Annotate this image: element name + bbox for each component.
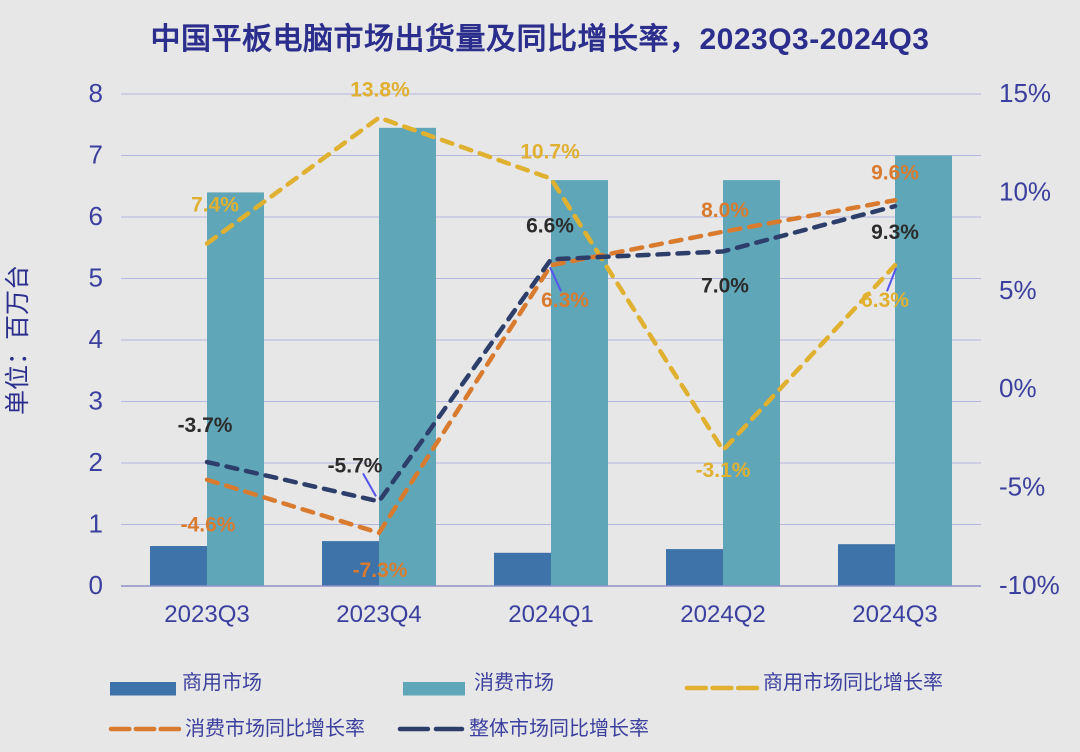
svg-text:2023Q4: 2023Q4 [336,601,421,628]
svg-text:6.6%: 6.6% [526,214,574,237]
svg-text:6: 6 [89,201,103,231]
svg-text:整体市场同比增长率: 整体市场同比增长率 [469,717,649,740]
svg-text:1: 1 [89,509,103,539]
svg-text:2024Q2: 2024Q2 [680,601,765,628]
svg-text:8.0%: 8.0% [701,199,749,222]
svg-text:9.3%: 9.3% [871,221,919,244]
svg-text:2023Q3: 2023Q3 [164,601,249,628]
svg-text:消费市场同比增长率: 消费市场同比增长率 [185,717,365,740]
svg-text:10.7%: 10.7% [520,141,580,164]
svg-text:2: 2 [89,447,103,477]
svg-text:0%: 0% [999,373,1037,403]
svg-text:5%: 5% [999,275,1037,305]
svg-text:6.3%: 6.3% [541,289,589,312]
svg-text:-3.1%: -3.1% [696,459,751,482]
svg-text:7.0%: 7.0% [701,274,749,297]
svg-text:商用市场: 商用市场 [182,671,262,694]
svg-text:2024Q1: 2024Q1 [508,601,593,628]
svg-text:7: 7 [89,140,103,170]
svg-text:9.6%: 9.6% [871,161,919,184]
svg-text:15%: 15% [999,78,1051,108]
svg-text:6.3%: 6.3% [861,289,909,312]
svg-text:4: 4 [89,324,103,354]
svg-text:7.4%: 7.4% [191,194,239,217]
svg-text:-5%: -5% [999,472,1045,502]
svg-text:-10%: -10% [999,570,1060,600]
svg-text:-3.7%: -3.7% [178,414,233,437]
svg-text:0: 0 [89,570,103,600]
svg-text:-4.6%: -4.6% [181,514,236,537]
svg-text:-7.3%: -7.3% [353,559,408,582]
svg-text:8: 8 [89,78,103,108]
svg-text:商用市场同比增长率: 商用市场同比增长率 [763,671,943,694]
svg-text:5: 5 [89,263,103,293]
svg-text:消费市场: 消费市场 [474,671,554,694]
svg-text:单位：百万台: 单位：百万台 [4,265,32,415]
svg-text:10%: 10% [999,176,1051,206]
svg-text:2024Q3: 2024Q3 [852,601,937,628]
svg-text:3: 3 [89,386,103,416]
svg-text:-5.7%: -5.7% [328,454,383,477]
svg-text:13.8%: 13.8% [350,79,410,102]
